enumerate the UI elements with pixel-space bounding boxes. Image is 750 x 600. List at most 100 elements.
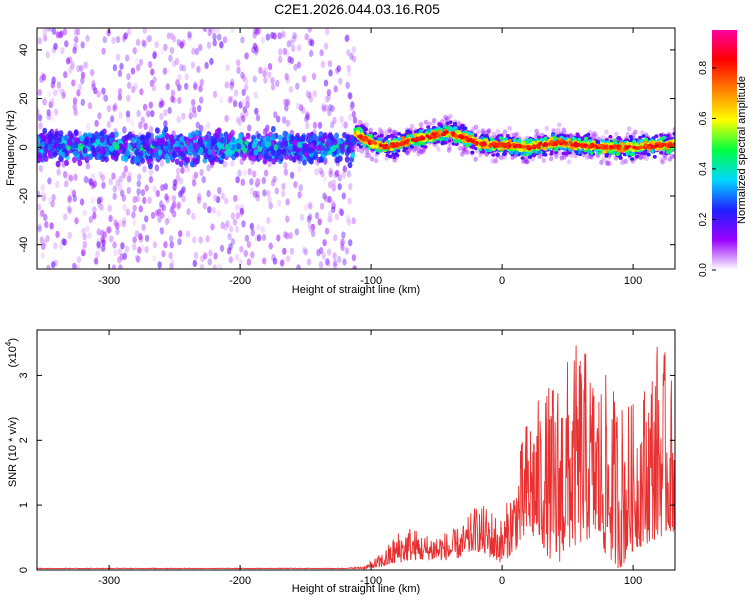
spectrogram-cell bbox=[320, 170, 325, 178]
spectrogram-cell bbox=[126, 28, 132, 36]
spectrogram-cell bbox=[439, 137, 444, 142]
spectrogram-cell bbox=[341, 231, 346, 239]
spectrogram-cell bbox=[96, 90, 101, 98]
spectrogram-cell bbox=[68, 66, 73, 74]
spectrogram-cell bbox=[332, 116, 337, 125]
spectrogram-cell bbox=[217, 187, 222, 195]
spectrogram-cell bbox=[306, 258, 312, 266]
spectrogram-cell bbox=[234, 151, 240, 158]
spectrogram-cell bbox=[41, 242, 46, 250]
spectrogram-cell bbox=[204, 61, 209, 70]
spectrogram-cell bbox=[284, 73, 289, 81]
spectrogram-cell bbox=[227, 96, 233, 104]
spectrogram-cell bbox=[297, 141, 302, 149]
spectrogram-cell bbox=[107, 204, 112, 212]
spectrogram-cell bbox=[314, 168, 319, 176]
spectrogram-cell bbox=[169, 206, 174, 214]
spectrogram-cell bbox=[289, 247, 295, 255]
spectrogram-cell bbox=[520, 151, 525, 156]
spectrogram-cell bbox=[93, 257, 99, 265]
spectrogram-cell bbox=[185, 230, 191, 238]
spectrogram-cell bbox=[42, 28, 47, 36]
spectrogram-cell bbox=[120, 242, 125, 250]
spectrogram-cell bbox=[211, 206, 216, 215]
spectrogram-cell bbox=[58, 242, 64, 250]
spectrogram-cell bbox=[629, 152, 634, 157]
spectrogram-cell bbox=[193, 81, 198, 89]
spectrogram-cell bbox=[136, 109, 141, 118]
spectrogram-cell bbox=[347, 197, 352, 205]
spectrogram-cell bbox=[499, 155, 504, 161]
spectrogram-cell bbox=[584, 136, 589, 141]
spectrogram-cell bbox=[348, 92, 353, 100]
spectrogram-cell bbox=[253, 91, 258, 99]
spectrogram-cell bbox=[96, 197, 102, 205]
spectrogram-cell bbox=[323, 42, 329, 50]
spectrogram-cell bbox=[347, 113, 353, 121]
spectrogram-cell bbox=[222, 36, 228, 44]
spectrogram-cell bbox=[646, 152, 651, 157]
spectrogram-cell bbox=[193, 171, 199, 179]
spectrogram-cell bbox=[163, 109, 168, 117]
spectrogram-cell bbox=[170, 137, 176, 145]
spectrogram-cell bbox=[125, 110, 131, 118]
spectrogram-cell bbox=[200, 255, 205, 263]
spectrogram-cell bbox=[62, 238, 67, 246]
spectrogram-cell bbox=[99, 203, 104, 211]
spectrogram-cell bbox=[113, 248, 118, 257]
spectrogram-cell bbox=[363, 127, 368, 132]
spectrogram-cell bbox=[328, 215, 333, 223]
spectrogram-cell bbox=[267, 63, 273, 71]
spectrogram-cell bbox=[208, 28, 213, 33]
spectrogram-cell bbox=[119, 189, 125, 197]
spectrogram-cell bbox=[229, 95, 234, 103]
spectrogram-cell bbox=[139, 134, 145, 142]
spectrogram-cell bbox=[307, 213, 313, 221]
spectrogram-cell bbox=[37, 37, 42, 45]
spectrogram-cell bbox=[40, 72, 45, 80]
spectrogram-cell bbox=[638, 155, 643, 161]
spectrogram-cell bbox=[388, 154, 393, 159]
spectrogram-cell bbox=[234, 225, 240, 233]
spectrogram-cell bbox=[96, 237, 101, 245]
spectrogram-cell bbox=[216, 141, 222, 149]
spectrogram-cell bbox=[97, 112, 102, 120]
spectrogram-cell bbox=[299, 213, 305, 222]
spectrogram-cell bbox=[144, 134, 150, 141]
spectrogram-cell bbox=[345, 34, 350, 42]
spectrogram-cell bbox=[197, 148, 203, 155]
spectrogram-cell bbox=[80, 71, 86, 79]
spectrogram-cell bbox=[230, 159, 235, 168]
spectrogram-cell bbox=[147, 61, 153, 69]
spectrogram-cell bbox=[312, 90, 317, 98]
spectrogram-cell bbox=[507, 125, 512, 131]
spectrogram-cell bbox=[323, 79, 329, 87]
spectrogram-cell bbox=[86, 123, 91, 131]
spectrogram-cell bbox=[443, 125, 448, 129]
spectrogram-cell bbox=[272, 257, 278, 265]
spectrogram-cell bbox=[101, 47, 106, 55]
spectrogram-cell bbox=[600, 138, 605, 143]
spectrogram-cell bbox=[49, 28, 54, 33]
spectrogram-cell bbox=[142, 103, 148, 111]
spectrogram-cell bbox=[230, 78, 235, 86]
spectrogram-cell bbox=[283, 168, 289, 176]
spectrogram-cell bbox=[160, 99, 165, 107]
spectrogram-cell bbox=[164, 193, 169, 201]
spectrogram-cell bbox=[320, 60, 326, 69]
spectrogram-cell bbox=[159, 113, 164, 121]
spectrogram-cell bbox=[250, 251, 255, 259]
spectrogram-cell bbox=[252, 75, 257, 83]
spectrogram-cell bbox=[242, 152, 248, 159]
spectrogram-cell bbox=[179, 64, 184, 72]
spectrogram-cell bbox=[125, 208, 131, 216]
spectrogram-cell bbox=[604, 154, 609, 158]
spectrogram-cell bbox=[318, 261, 324, 269]
spectrogram-cell bbox=[163, 126, 169, 133]
spectrogram-cell bbox=[330, 121, 335, 129]
spectrogram-cell bbox=[659, 151, 664, 155]
spectrogram-cell bbox=[268, 242, 273, 250]
spectrogram-cell bbox=[270, 179, 276, 187]
spectrogram-cell bbox=[566, 159, 572, 165]
